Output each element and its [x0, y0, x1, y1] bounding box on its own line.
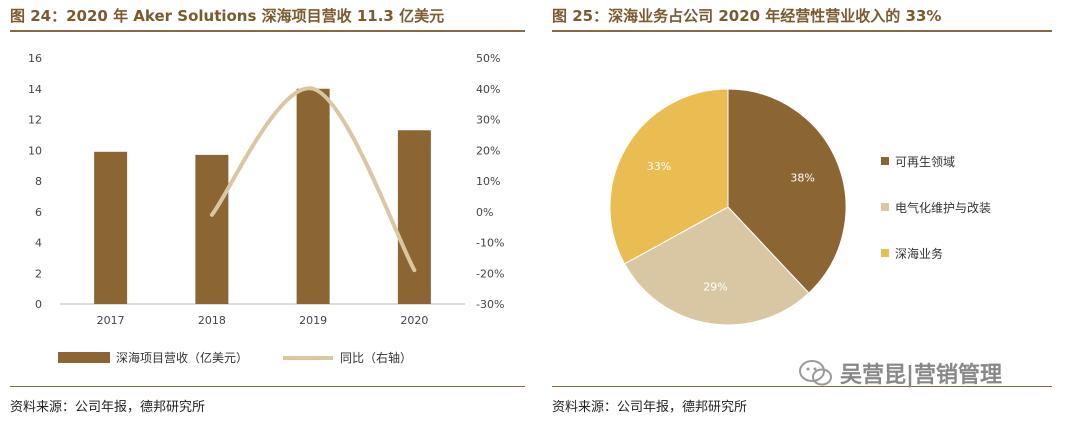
pie-legend-swatch: [881, 249, 889, 257]
y2-tick-label: -30%: [476, 298, 504, 311]
y2-tick-label: 10%: [476, 175, 500, 188]
pie-slice: [727, 88, 847, 294]
y-tick-label: 10: [28, 144, 42, 157]
left-source-rule: [10, 386, 525, 387]
y2-tick-label: 20%: [476, 144, 500, 157]
bar-line-chart: 0 2 4 6 8 10 12 14 16 -30% -20% -10% 0% 10% 20% 30% 40% 5…: [28, 52, 504, 365]
legend-line-label: 同比（右轴）: [340, 350, 412, 365]
y2-tick-label: 30%: [476, 114, 500, 127]
legend-bar-label: 深海项目营收（亿美元）: [116, 350, 248, 365]
y-tick-label: 8: [35, 175, 42, 188]
watermark-text: 吴营昆|营销管理: [840, 363, 1003, 388]
right-source-rule: [552, 386, 1052, 387]
x-tick-label: 2017: [97, 314, 125, 327]
y-tick-label: 4: [35, 237, 42, 250]
y-tick-label: 2: [35, 267, 42, 280]
bar: [397, 130, 431, 304]
pie-slice: [623, 206, 810, 326]
wechat-icon: [799, 360, 832, 386]
y-tick-label: 16: [28, 52, 42, 65]
right-title-rule: [552, 30, 1052, 32]
left-figure-panel: 图 24：2020 年 Aker Solutions 深海项目营收 11.3 亿…: [0, 0, 530, 421]
bar: [296, 88, 330, 304]
y-tick-label: 0: [35, 298, 42, 311]
pie-slice: [609, 88, 729, 265]
legend-bar-swatch: [58, 352, 110, 363]
left-title-rule: [10, 30, 525, 32]
right-figure-title: 图 25：深海业务占公司 2020 年经营性营业收入的 33%: [552, 7, 942, 25]
pie-legend-swatch: [881, 203, 889, 211]
watermark: 吴营昆|营销管理: [798, 355, 1048, 391]
x-tick-label: 2019: [299, 314, 327, 327]
yoy-line: [209, 86, 417, 273]
left-source: 资料来源：公司年报，德邦研究所: [10, 400, 206, 415]
left-figure-title: 图 24：2020 年 Aker Solutions 深海项目营收 11.3 亿…: [10, 7, 445, 25]
pie-legend-label: 可再生领域: [895, 155, 955, 169]
pie-legend-swatch: [881, 157, 889, 165]
bar: [195, 154, 229, 304]
y2-tick-label: -10%: [476, 237, 504, 250]
x-tick-label: 2020: [400, 314, 428, 327]
bar: [94, 151, 128, 304]
y-tick-label: 12: [28, 114, 42, 127]
y2-tick-label: 40%: [476, 83, 500, 96]
pie-value-label: 29%: [703, 280, 727, 293]
y2-tick-label: 0%: [476, 206, 493, 219]
pie-legend-label: 深海业务: [895, 246, 943, 261]
y-tick-label: 6: [35, 206, 42, 219]
y2-tick-label: 50%: [476, 52, 500, 65]
y-tick-label: 14: [28, 83, 42, 96]
pie-value-label: 33%: [647, 160, 671, 173]
right-source: 资料来源：公司年报，德邦研究所: [552, 400, 748, 415]
right-figure-panel: 图 25：深海业务占公司 2020 年经营性营业收入的 33% 38% 29% 33…: [548, 0, 1080, 421]
pie-value-label: 38%: [790, 171, 814, 184]
x-tick-label: 2018: [198, 314, 226, 327]
pie-legend-label: 电气化维护与改装: [895, 200, 991, 215]
y2-tick-label: -20%: [476, 267, 504, 280]
